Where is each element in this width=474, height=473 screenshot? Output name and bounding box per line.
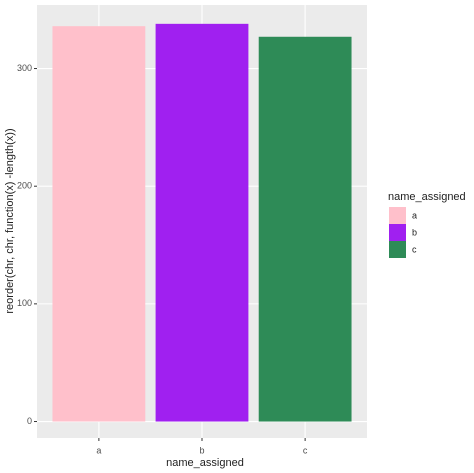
x-tick-label: b	[199, 445, 204, 455]
bar	[155, 23, 249, 422]
legend-label: c	[412, 244, 417, 254]
y-tick-label: 300	[17, 63, 32, 73]
x-tick-label: a	[96, 445, 101, 455]
legend-swatch	[389, 241, 406, 258]
y-tick-label: 100	[17, 298, 32, 308]
bar	[52, 26, 146, 422]
y-tick-label: 0	[27, 416, 32, 426]
legend-title: name_assigned	[388, 191, 466, 203]
legend-swatch	[389, 207, 406, 224]
x-tick-label: c	[303, 445, 308, 455]
legend-label: a	[412, 210, 417, 220]
x-axis-title: name_assigned	[166, 457, 244, 469]
bar	[258, 36, 352, 422]
legend-label: b	[412, 227, 417, 237]
y-axis-title: reorder(chr, chr, function(x) -length(x)…	[4, 128, 16, 313]
legend-swatch	[389, 224, 406, 241]
y-tick-label: 200	[17, 181, 32, 191]
